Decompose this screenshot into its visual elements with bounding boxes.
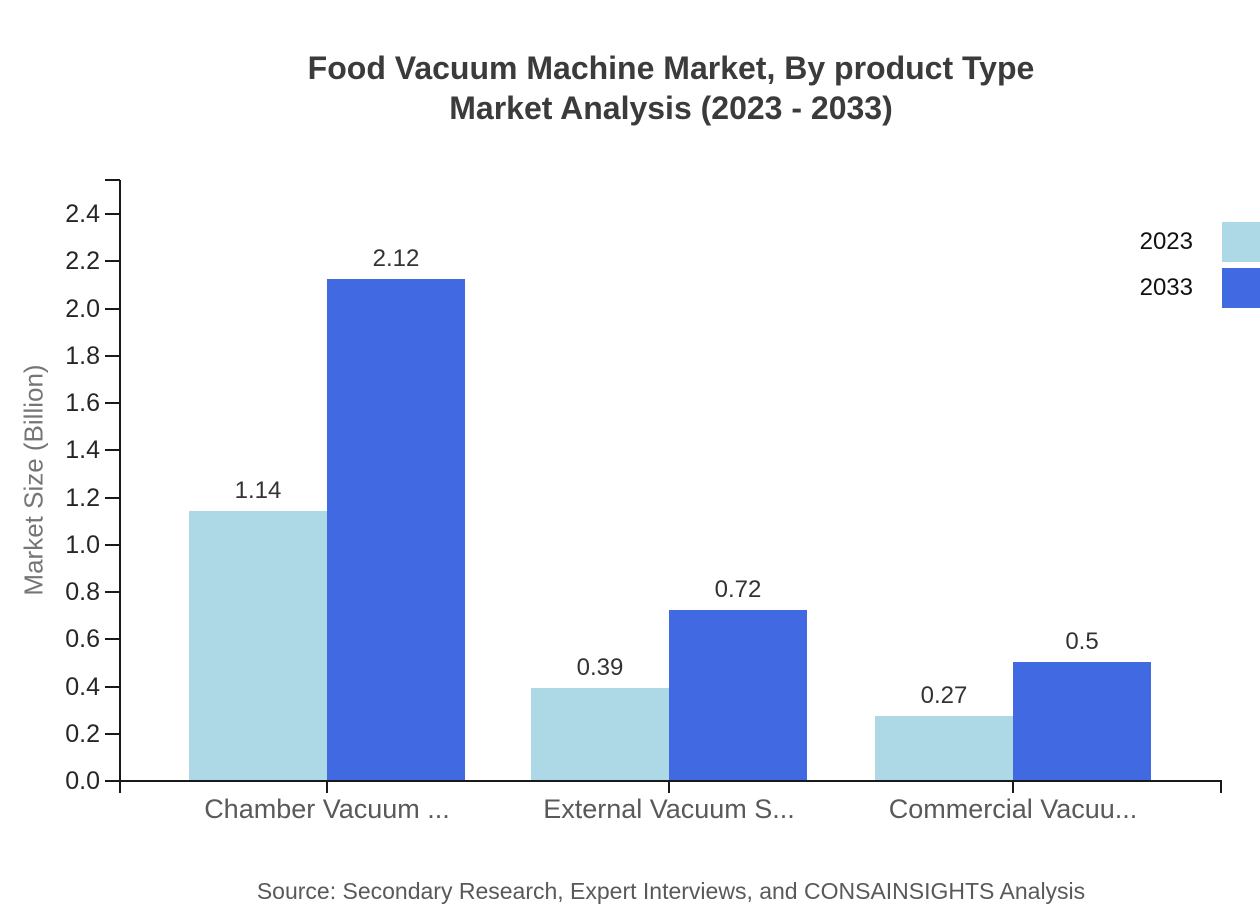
y-tick [105, 544, 120, 546]
y-tick [105, 591, 120, 593]
y-tick-label: 0.2 [65, 720, 100, 748]
bar-value-label: 0.5 [1065, 628, 1099, 655]
legend-label: 2023 [1139, 228, 1193, 255]
chart-title-line1: Food Vacuum Machine Market, By product T… [307, 50, 1035, 86]
bar-2023-0 [189, 511, 327, 780]
x-category-label: External Vacuum S... [543, 794, 795, 824]
y-tick-label: 0.4 [65, 673, 100, 701]
y-tick-label: 1.6 [65, 389, 100, 417]
bar-value-label: 2.12 [372, 245, 420, 272]
y-tick [105, 497, 120, 499]
y-tick-label: 1.4 [65, 436, 100, 464]
y-tick [105, 638, 120, 640]
y-tick-label: 2.4 [65, 200, 100, 228]
y-tick-label: 2.2 [65, 247, 100, 275]
y-tick-label: 0.8 [65, 578, 100, 606]
chart-title: Food Vacuum Machine Market, By product T… [120, 48, 1222, 128]
y-tick [105, 260, 120, 262]
y-tick [105, 686, 120, 688]
y-tick [105, 402, 120, 404]
y-tick [105, 733, 120, 735]
x-category-label: Commercial Vacuu... [888, 794, 1138, 824]
y-tick-label: 0.0 [65, 767, 100, 795]
y-axis-line [119, 180, 121, 793]
bar-value-label: 0.27 [920, 682, 968, 709]
legend-swatch [1222, 222, 1260, 262]
y-tick-label: 1.0 [65, 531, 100, 559]
chart-title-line2: Market Analysis (2023 - 2033) [449, 90, 893, 126]
x-axis-line [120, 780, 1222, 782]
y-tick-label: 0.6 [65, 625, 100, 653]
y-axis-end-tick [105, 179, 120, 181]
bar-2033-0 [327, 279, 465, 780]
bar-2023-2 [875, 716, 1013, 780]
bar-2033-1 [669, 610, 807, 780]
y-tick [105, 355, 120, 357]
x-tick [1012, 781, 1014, 793]
x-category-label: Chamber Vacuum ... [204, 794, 450, 824]
legend-swatch [1222, 268, 1260, 308]
y-tick-label: 1.2 [65, 484, 100, 512]
bar-value-label: 0.39 [576, 654, 624, 681]
y-tick [105, 780, 120, 782]
x-axis-end-tick [1220, 781, 1222, 793]
y-tick [105, 308, 120, 310]
bar-2023-1 [531, 688, 669, 780]
x-tick [326, 781, 328, 793]
bar-value-label: 0.72 [714, 576, 762, 603]
y-tick-label: 2.0 [65, 295, 100, 323]
x-tick [668, 781, 670, 793]
source-note: Source: Secondary Research, Expert Inter… [256, 878, 1086, 904]
bar-value-label: 1.14 [234, 477, 282, 504]
legend-label: 2033 [1139, 274, 1193, 301]
y-tick [105, 213, 120, 215]
y-tick [105, 449, 120, 451]
bar-2033-2 [1013, 662, 1151, 780]
y-tick-label: 1.8 [65, 342, 100, 370]
